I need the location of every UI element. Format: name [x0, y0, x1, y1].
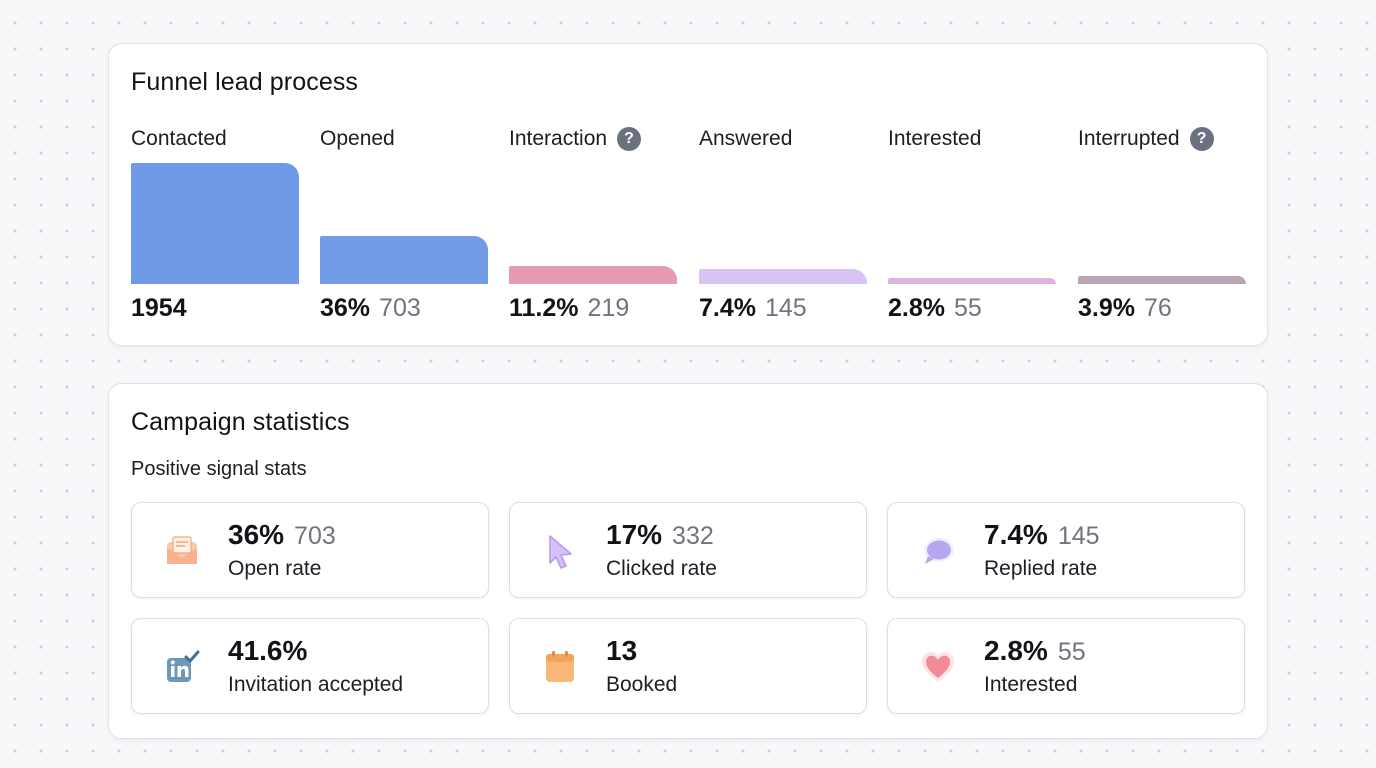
funnel-stage-answered[interactable]: Answered 7.4% 145 [699, 126, 867, 326]
stage-label-text: Opened [320, 127, 395, 150]
envelope-icon [160, 529, 204, 573]
stat-tile-replied-rate[interactable]: 7.4% 145 Replied rate [887, 502, 1245, 598]
funnel-stage-interested[interactable]: Interested 2.8% 55 [888, 126, 1056, 326]
stat-percent: 36% [228, 519, 285, 550]
campaign-stats-card: Campaign statistics Positive signal stat… [108, 383, 1268, 739]
campaign-title: Campaign statistics [131, 408, 350, 436]
stat-label: Booked [606, 673, 678, 696]
stage-count: 219 [587, 294, 630, 322]
stat-tile-interested[interactable]: 2.8% 55 Interested [887, 618, 1245, 714]
stage-label-text: Answered [699, 127, 793, 150]
stage-label: Interested [888, 126, 981, 152]
stat-main: 17% 332 [606, 519, 714, 551]
stage-label: Interaction ? [509, 126, 642, 152]
stage-values: 11.2% 219 [509, 294, 629, 326]
stat-main: 13 [606, 635, 647, 667]
funnel-stage-opened[interactable]: Opened 36% 703 [320, 126, 488, 326]
funnel-card: Funnel lead process Contacted 1954 Opene… [108, 43, 1268, 346]
stage-total: 1954 [131, 294, 187, 322]
stage-percent: 7.4% [699, 294, 756, 322]
stat-main: 41.6% [228, 635, 317, 667]
stat-tile-invitation-accepted[interactable]: 41.6% Invitation accepted [131, 618, 489, 714]
stat-tile-clicked-rate[interactable]: 17% 332 Clicked rate [509, 502, 867, 598]
stage-values: 7.4% 145 [699, 294, 807, 326]
stage-label: Interrupted ? [1078, 126, 1214, 152]
funnel-stage-interaction[interactable]: Interaction ? 11.2% 219 [509, 126, 677, 326]
help-icon[interactable]: ? [617, 127, 642, 151]
stat-tile-booked[interactable]: 13 Booked [509, 618, 867, 714]
stat-percent: 2.8% [984, 635, 1048, 666]
stat-percent: 41.6% [228, 635, 308, 666]
calendar-icon [538, 645, 582, 689]
stat-label: Replied rate [984, 557, 1098, 580]
stage-label: Answered [699, 126, 792, 152]
stage-count: 703 [379, 294, 421, 322]
stat-main: 7.4% 145 [984, 519, 1100, 551]
funnel-bar [131, 163, 299, 284]
help-icon[interactable]: ? [1189, 127, 1214, 151]
heart-icon [916, 645, 960, 689]
stage-values: 36% 703 [320, 294, 421, 326]
stat-count: 55 [1057, 638, 1086, 666]
stage-label-text: Contacted [131, 127, 227, 150]
stage-percent: 11.2% [509, 294, 579, 322]
funnel-stage-contacted[interactable]: Contacted 1954 [131, 126, 299, 326]
stat-percent: 7.4% [984, 519, 1048, 550]
stage-percent: 3.9% [1078, 294, 1135, 322]
funnel-bar [699, 269, 867, 284]
campaign-subtitle: Positive signal stats [131, 458, 307, 480]
stat-main: 2.8% 55 [984, 635, 1086, 667]
stage-values: 3.9% 76 [1078, 294, 1172, 326]
stat-count: 332 [672, 522, 714, 550]
funnel-stage-interrupted[interactable]: Interrupted ? 3.9% 76 [1078, 126, 1246, 326]
stage-label-text: Interaction [509, 127, 608, 150]
stage-percent: 36% [320, 294, 371, 322]
funnel-bar [1078, 276, 1246, 284]
stat-percent: 13 [606, 635, 638, 666]
stage-percent: 2.8% [888, 294, 945, 322]
stage-count: 55 [953, 294, 982, 322]
stat-main: 36% 703 [228, 519, 336, 551]
funnel-title: Funnel lead process [131, 68, 359, 96]
cursor-icon [538, 529, 582, 573]
chat-bubble-icon [916, 529, 960, 573]
stat-label: Invitation accepted [228, 673, 404, 696]
stat-label: Clicked rate [606, 557, 717, 580]
stage-count: 145 [764, 294, 807, 322]
stage-label-text: Interrupted [1078, 127, 1180, 150]
stage-label: Contacted [131, 126, 227, 152]
stat-count: 703 [294, 522, 336, 550]
stat-tile-open-rate[interactable]: 36% 703 Open rate [131, 502, 489, 598]
stage-count: 76 [1143, 294, 1172, 322]
stage-values: 1954 [131, 294, 187, 326]
stage-label: Opened [320, 126, 395, 152]
linkedin-check-icon [160, 645, 204, 689]
stat-count: 145 [1057, 522, 1100, 550]
stat-label: Interested [984, 673, 1078, 696]
stage-values: 2.8% 55 [888, 294, 982, 326]
funnel-bar [888, 278, 1056, 284]
funnel-bar [320, 236, 488, 284]
stat-label: Open rate [228, 557, 322, 580]
stage-label-text: Interested [888, 127, 982, 150]
funnel-bar [509, 266, 677, 284]
stat-percent: 17% [606, 519, 663, 550]
